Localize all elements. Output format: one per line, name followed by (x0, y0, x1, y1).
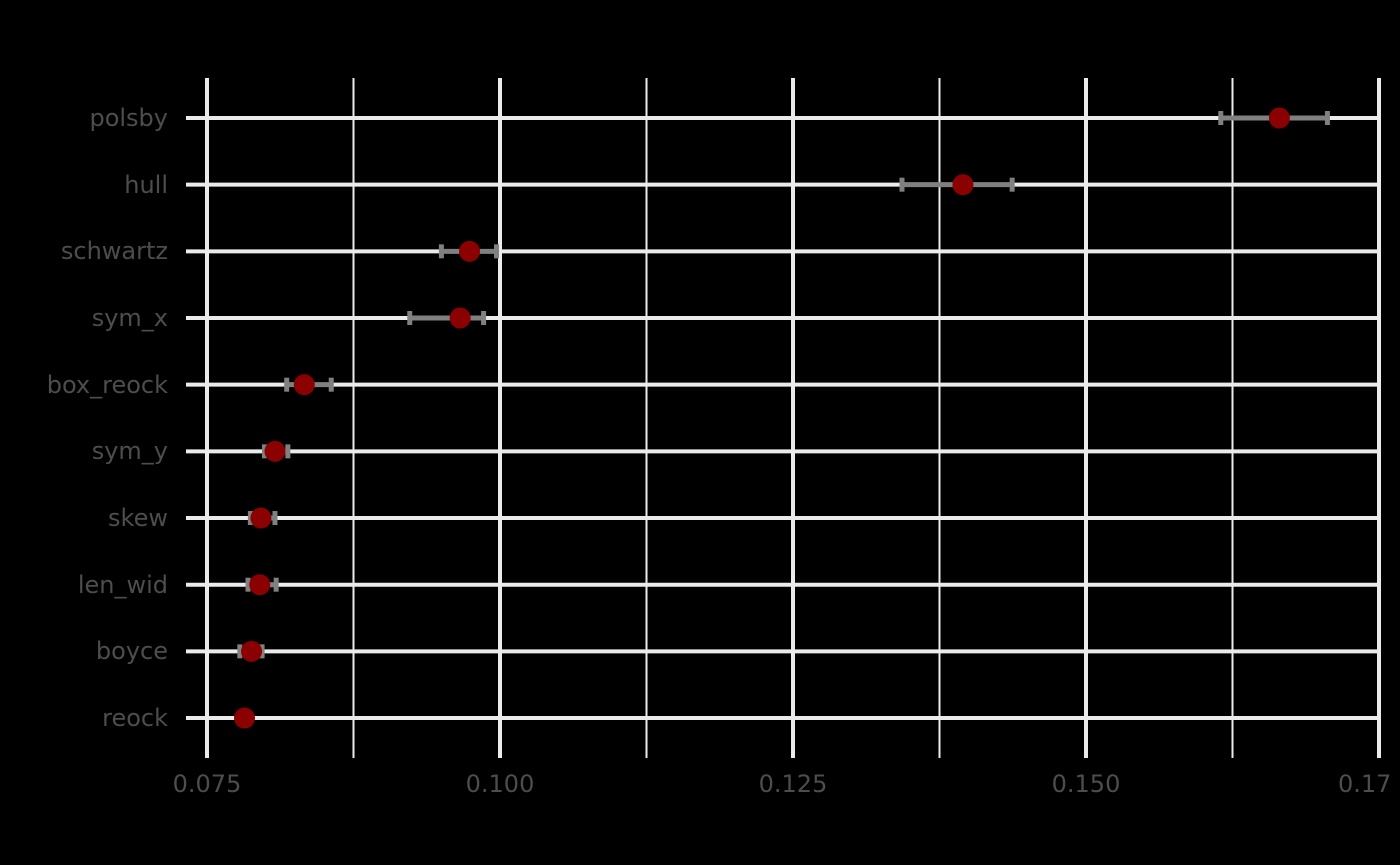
y-tick-label-box_reock: box_reock (46, 370, 168, 399)
y-tick-label-sym_x: sym_x (91, 304, 168, 332)
x-tick-label: 0.125 (758, 770, 828, 798)
x-tick-label: 0.17 (1338, 770, 1392, 798)
y-tick-label-len_wid: len_wid (77, 570, 168, 599)
y-tick-label-boyce: boyce (95, 637, 168, 666)
data-point-schwartz (459, 240, 481, 262)
y-tick-label-schwartz: schwartz (60, 237, 168, 266)
gridlines (186, 78, 1381, 758)
data-point-box_reock (293, 374, 315, 396)
data-point-sym_y (264, 440, 286, 462)
y-tick-label-hull: hull (124, 170, 168, 199)
data-point-polsby (1268, 107, 1290, 129)
data-point-hull (952, 174, 974, 196)
y-tick-label-polsby: polsby (89, 104, 168, 132)
error-bars (237, 111, 1330, 726)
x-tick-label: 0.150 (1051, 770, 1121, 798)
data-point-reock (234, 707, 256, 729)
y-tick-label-skew: skew (108, 504, 168, 533)
x-tick-label: 0.100 (465, 770, 535, 798)
data-point-len_wid (249, 574, 271, 596)
data-point-sym_x (449, 307, 471, 329)
data-point-boyce (241, 640, 263, 662)
y-tick-label-reock: reock (102, 704, 168, 733)
data-points (234, 107, 1290, 729)
y-tick-label-sym_y: sym_y (91, 437, 168, 466)
errorbar-sym_x (407, 311, 487, 326)
x-tick-label: 0.075 (172, 770, 242, 798)
data-point-skew (250, 507, 272, 529)
